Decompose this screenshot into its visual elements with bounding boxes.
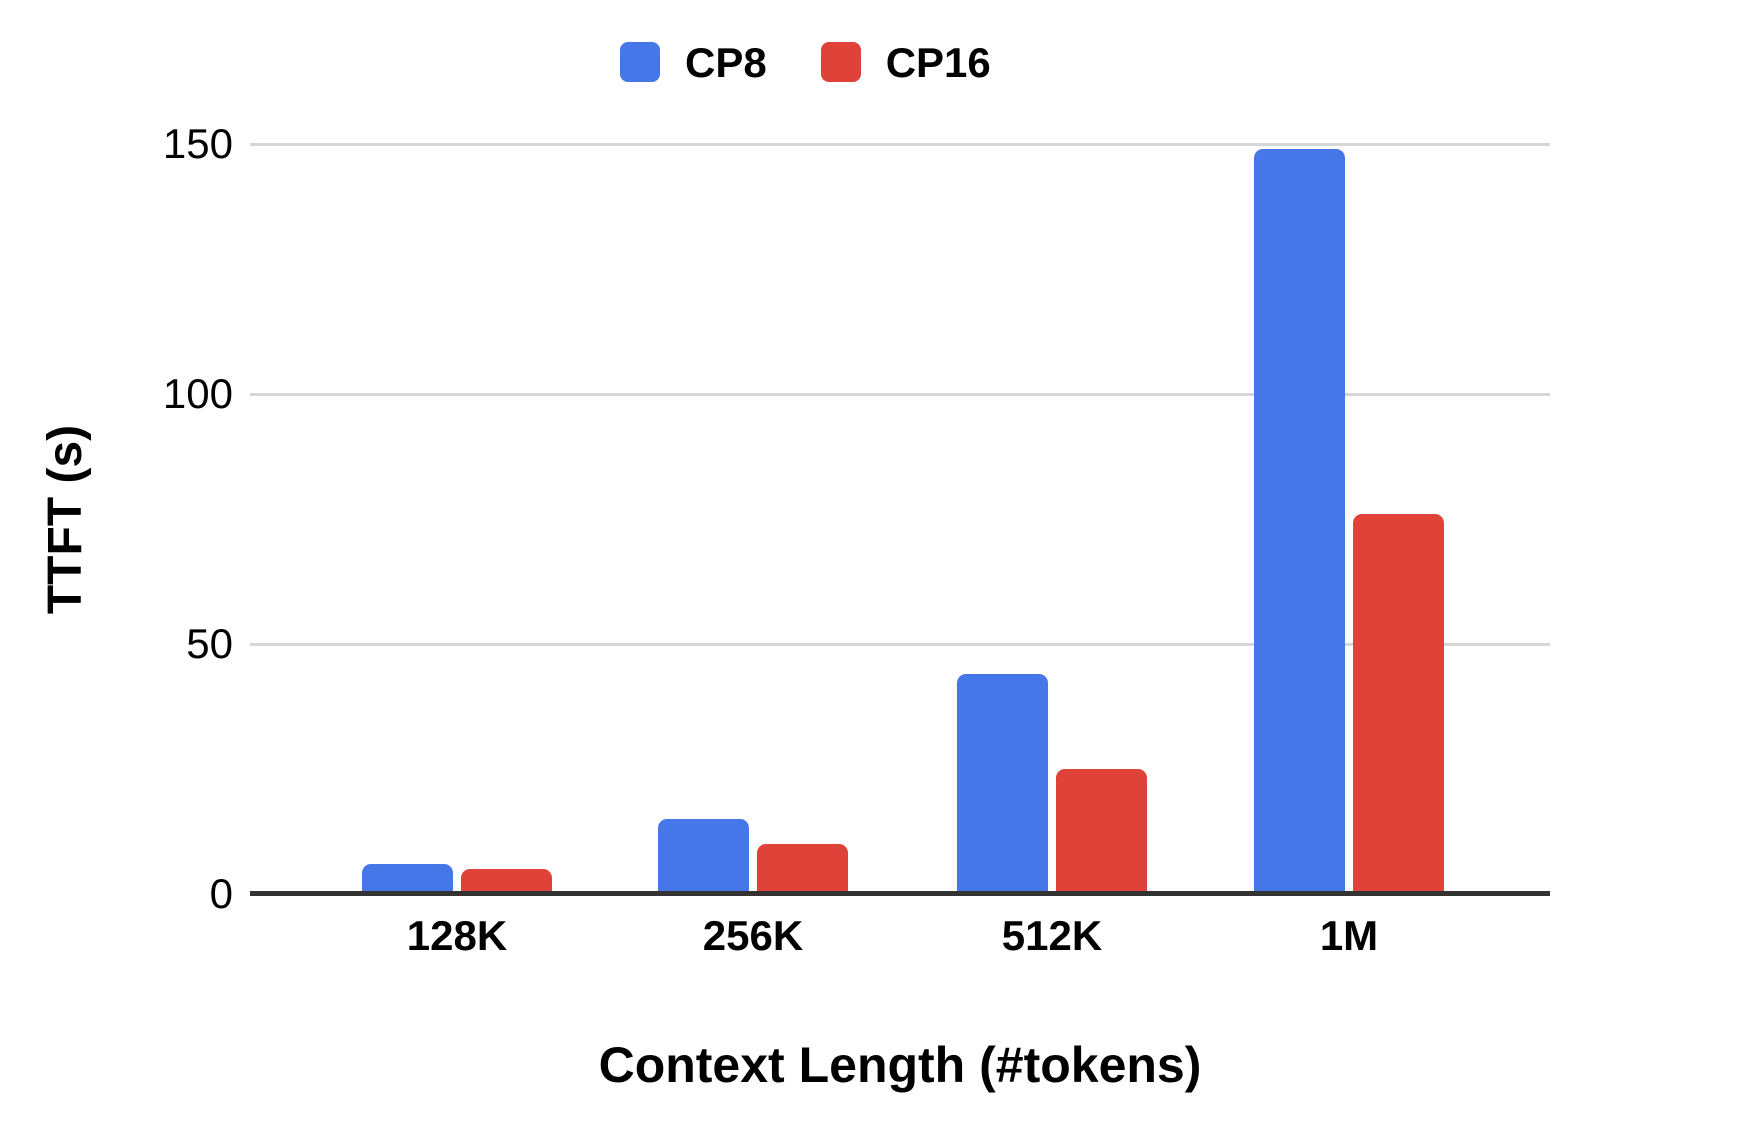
x-tick-1m: 1M <box>1319 912 1379 959</box>
cp8-swatch-icon <box>620 42 660 82</box>
bar-cp16-512k <box>1056 769 1147 894</box>
y-tick-0: 0 <box>209 870 233 917</box>
bar-cp8-128k <box>362 864 453 894</box>
x-axis-title: Context Length (#tokens) <box>598 1037 1202 1093</box>
y-axis-title: TTFT (s) <box>39 424 93 614</box>
bar-cp8-512k <box>957 674 1048 894</box>
x-axis-tick-labels: 128K 256K 512K 1M <box>250 912 1550 972</box>
legend-label-cp8: CP8 <box>685 39 767 86</box>
legend-item-cp16: CP16 <box>820 39 991 86</box>
legend-label-cp16: CP16 <box>885 39 991 86</box>
y-axis-tick-labels: 150 100 50 0 <box>120 120 233 917</box>
x-tick-128k: 128K <box>406 912 508 959</box>
x-tick-512k: 512K <box>1001 912 1103 959</box>
bar-cp16-1m <box>1353 514 1444 894</box>
plot-area <box>250 143 1550 896</box>
bar-cp8-256k <box>658 819 749 894</box>
y-tick-150: 150 <box>162 120 233 167</box>
legend-item-cp8: CP8 <box>620 40 767 84</box>
x-axis-line <box>250 891 1550 896</box>
y-tick-50: 50 <box>186 620 233 667</box>
gridline-100 <box>250 393 1550 396</box>
y-tick-100: 100 <box>162 370 233 417</box>
bar-cp16-128k <box>461 869 552 894</box>
bar-group-1m <box>1254 149 1444 894</box>
bar-group-256k <box>658 819 848 894</box>
gridline-150 <box>250 143 1550 146</box>
x-tick-256k: 256K <box>702 912 804 959</box>
bar-cp8-1m <box>1254 149 1345 894</box>
bar-cp16-256k <box>757 844 848 894</box>
legend: CP8 CP16 <box>620 40 991 84</box>
gridline-50 <box>250 643 1550 646</box>
bar-group-512k <box>957 674 1147 894</box>
bar-group-128k <box>362 864 552 894</box>
cp16-swatch-icon <box>820 42 861 82</box>
